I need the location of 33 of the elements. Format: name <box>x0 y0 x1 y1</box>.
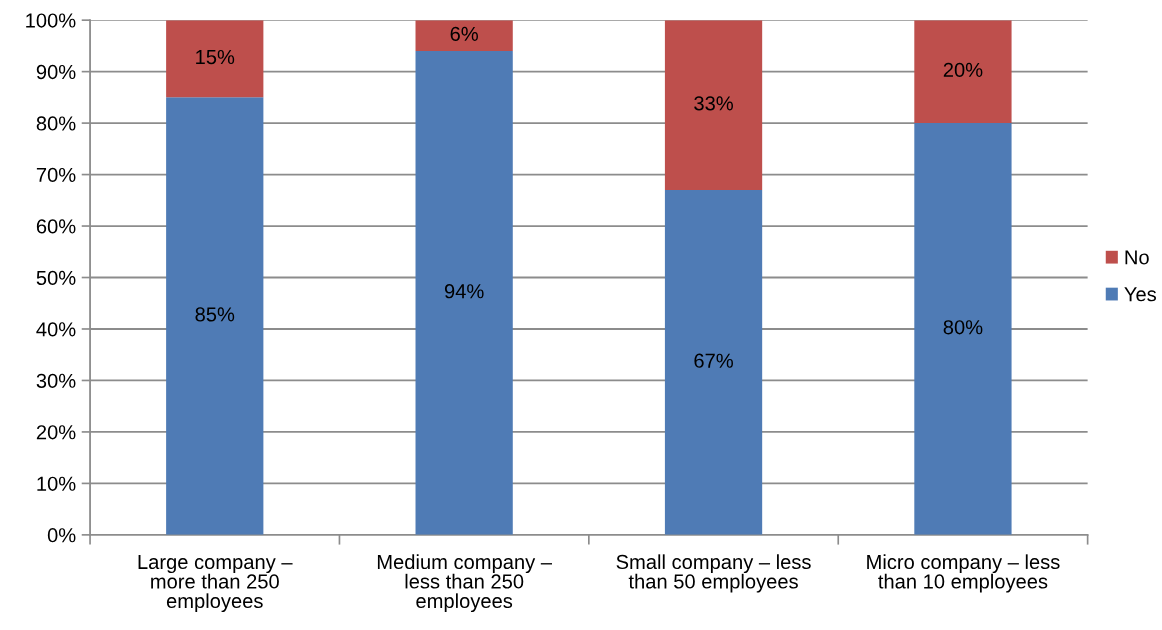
y-tick-label: 40% <box>36 322 76 337</box>
y-tick-label: 30% <box>36 373 76 388</box>
y-tick-label: 50% <box>36 270 76 286</box>
x-tick-label: Large company – more than 250 employees <box>138 555 293 613</box>
x-tick-label: Micro company – less than 10 employees <box>867 554 1060 593</box>
data-label: 6% <box>450 26 478 42</box>
data-label: 85% <box>195 307 235 322</box>
data-label: 20% <box>943 62 983 78</box>
y-tick-label: 70% <box>36 167 76 183</box>
legend-label: Yes <box>1124 287 1157 302</box>
x-tick-label: Small company – less than 50 employees <box>616 554 811 593</box>
y-tick-label: 60% <box>36 219 76 234</box>
data-label: 67% <box>694 353 733 368</box>
y-tick-label: 80% <box>36 116 76 131</box>
bar <box>914 123 1012 535</box>
x-tick-label: Medium company – less than 250 employees <box>377 554 553 613</box>
bar <box>664 190 763 535</box>
y-tick-label: 20% <box>36 425 76 440</box>
bar <box>166 20 264 98</box>
y-tick-label: 90% <box>36 64 76 80</box>
data-label: 33% <box>694 96 733 111</box>
bar <box>166 97 264 535</box>
data-label: 80% <box>943 320 983 335</box>
bar <box>914 20 1012 124</box>
bar <box>415 51 513 535</box>
y-tick-label: 100% <box>26 13 76 28</box>
data-label: 15% <box>196 50 235 65</box>
bar <box>664 20 763 191</box>
y-tick-label: 0% <box>47 528 76 543</box>
y-tick-label: 10% <box>37 476 76 491</box>
data-label: 94% <box>444 284 484 299</box>
bar <box>415 20 513 52</box>
legend-label: No <box>1125 250 1149 265</box>
